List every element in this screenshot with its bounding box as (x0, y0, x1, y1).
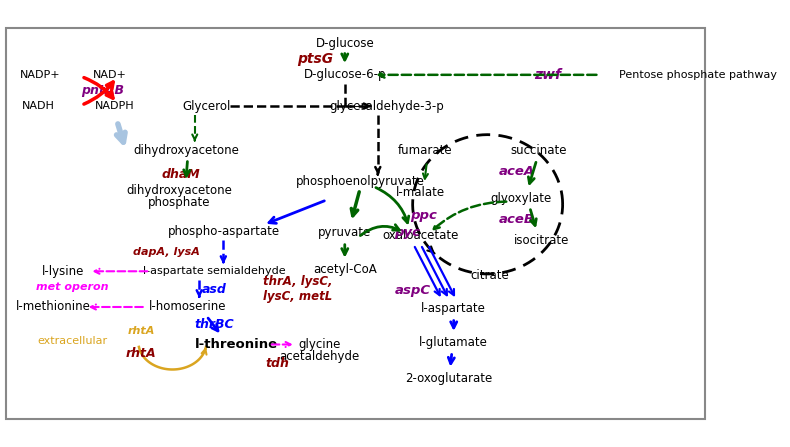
Text: phospho-aspartate: phospho-aspartate (168, 224, 280, 238)
Text: acetaldehyde: acetaldehyde (280, 350, 360, 363)
Text: acetyl-CoA: acetyl-CoA (313, 263, 377, 276)
Text: l-methionine: l-methionine (17, 300, 91, 313)
Text: Pentose phosphate pathway: Pentose phosphate pathway (619, 70, 777, 80)
Text: l-homoserine: l-homoserine (149, 300, 227, 313)
Text: phosphate: phosphate (149, 196, 211, 209)
Text: D-glucose: D-glucose (315, 37, 374, 50)
Text: pntAB: pntAB (81, 84, 124, 97)
Text: glyceraldehyde-3-p: glyceraldehyde-3-p (329, 100, 444, 113)
Text: l-malate: l-malate (396, 186, 446, 199)
Text: citrate: citrate (470, 269, 509, 282)
Text: l-threonine: l-threonine (195, 338, 278, 351)
Text: glyoxylate: glyoxylate (490, 192, 551, 205)
Text: rhtA: rhtA (127, 326, 155, 336)
Text: thrBC: thrBC (194, 318, 234, 331)
Text: dihydroxyacetone: dihydroxyacetone (133, 144, 239, 157)
Text: succinate: succinate (510, 144, 566, 157)
Text: aceA: aceA (499, 165, 535, 178)
Text: phosphoenolpyruvate: phosphoenolpyruvate (295, 176, 424, 189)
Text: rhtA: rhtA (126, 347, 156, 360)
Text: ptsG: ptsG (297, 52, 333, 66)
Text: D-glucose-6-p: D-glucose-6-p (303, 68, 386, 81)
Text: zwf: zwf (534, 68, 561, 82)
Text: aceB: aceB (499, 213, 535, 226)
Text: NADP+: NADP+ (20, 70, 61, 80)
Text: dihydroxyacetone: dihydroxyacetone (126, 185, 232, 198)
Text: l-glutamate: l-glutamate (419, 336, 488, 349)
Text: ppc: ppc (410, 209, 437, 223)
Text: asd: asd (202, 283, 227, 295)
Text: isocitrate: isocitrate (514, 233, 569, 246)
Text: NAD+: NAD+ (93, 70, 127, 80)
Text: glycine: glycine (299, 338, 341, 351)
Text: l-aspartate: l-aspartate (421, 302, 486, 315)
Text: fumarate: fumarate (398, 144, 453, 157)
Text: pyruvate: pyruvate (318, 226, 371, 240)
Text: lysC, metL: lysC, metL (263, 290, 332, 303)
Text: tdh: tdh (266, 357, 290, 370)
Text: l-lysine: l-lysine (41, 265, 84, 278)
Text: met operon: met operon (36, 283, 109, 292)
Text: extracellular: extracellular (37, 336, 107, 346)
Text: 2-oxoglutarate: 2-oxoglutarate (405, 372, 493, 385)
Text: dapA, lysA: dapA, lysA (133, 247, 200, 257)
Text: aspC: aspC (394, 284, 431, 297)
Text: thrA, lysC,: thrA, lysC, (263, 275, 333, 288)
Text: Glycerol: Glycerol (182, 100, 231, 113)
Text: oxaloacetate: oxaloacetate (382, 229, 459, 242)
Text: NADH: NADH (22, 101, 55, 111)
Text: dhaM: dhaM (162, 169, 201, 181)
Text: l-aspartate semialdehyde: l-aspartate semialdehyde (143, 266, 286, 276)
Text: pyc: pyc (394, 226, 420, 240)
Text: NADPH: NADPH (95, 101, 134, 111)
